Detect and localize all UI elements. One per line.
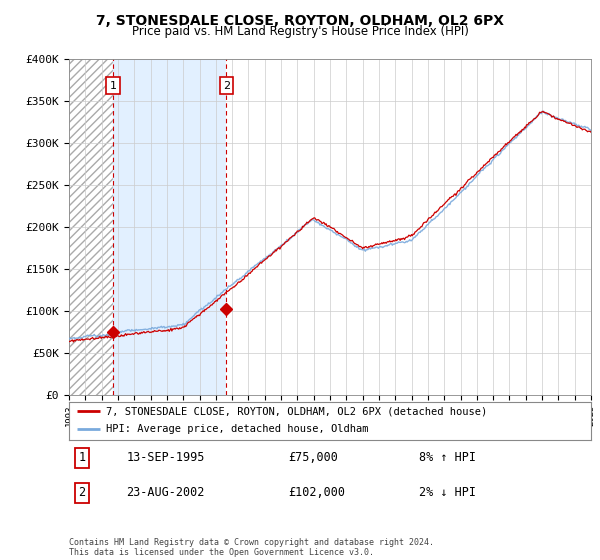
- Text: 1: 1: [110, 81, 117, 91]
- Text: 1: 1: [79, 451, 86, 464]
- Text: 23-AUG-2002: 23-AUG-2002: [127, 486, 205, 500]
- Text: 2: 2: [223, 81, 230, 91]
- Text: £75,000: £75,000: [288, 451, 338, 464]
- Text: HPI: Average price, detached house, Oldham: HPI: Average price, detached house, Oldh…: [106, 424, 368, 434]
- Text: Price paid vs. HM Land Registry's House Price Index (HPI): Price paid vs. HM Land Registry's House …: [131, 25, 469, 38]
- Text: Contains HM Land Registry data © Crown copyright and database right 2024.
This d: Contains HM Land Registry data © Crown c…: [69, 538, 434, 557]
- Text: 13-SEP-1995: 13-SEP-1995: [127, 451, 205, 464]
- Bar: [69, 59, 113, 395]
- Text: 2% ↓ HPI: 2% ↓ HPI: [419, 486, 476, 500]
- Text: 7, STONESDALE CLOSE, ROYTON, OLDHAM, OL2 6PX (detached house): 7, STONESDALE CLOSE, ROYTON, OLDHAM, OL2…: [106, 406, 487, 416]
- Text: 8% ↑ HPI: 8% ↑ HPI: [419, 451, 476, 464]
- Text: 2: 2: [79, 486, 86, 500]
- Text: £102,000: £102,000: [288, 486, 345, 500]
- Text: 7, STONESDALE CLOSE, ROYTON, OLDHAM, OL2 6PX: 7, STONESDALE CLOSE, ROYTON, OLDHAM, OL2…: [96, 14, 504, 28]
